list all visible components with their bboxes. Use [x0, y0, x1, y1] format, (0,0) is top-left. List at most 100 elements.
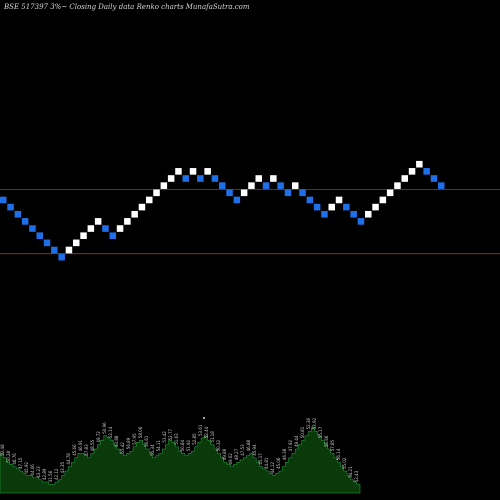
renko-brick-down: [29, 225, 36, 232]
renko-brick-down: [321, 210, 328, 218]
volume-label: 48.76: [12, 453, 17, 465]
renko-brick-down: [262, 182, 270, 189]
volume-label: 48.55: [90, 439, 95, 451]
renko-brick-down: [7, 203, 14, 211]
renko-brick-down: [226, 189, 233, 197]
volume-label: 50.96: [102, 422, 107, 434]
renko-brick-up: [124, 218, 131, 225]
volume-label: 52.43: [354, 470, 359, 482]
renko-brick-up: [167, 175, 175, 182]
renko-brick-up: [335, 196, 343, 204]
volume-label: 58.06: [138, 426, 143, 438]
renko-brick-up: [386, 189, 394, 197]
volume-label: 45.66: [72, 444, 77, 456]
renko-brick-down: [284, 189, 292, 197]
renko-brick-up: [160, 182, 168, 189]
renko-brick-up: [146, 196, 153, 204]
volume-label: 48.27: [234, 448, 239, 460]
volume-label: 55.17: [318, 426, 323, 438]
volume-label: 50.81: [300, 426, 305, 438]
renko-brick-down: [211, 175, 219, 182]
renko-brick-down: [350, 210, 357, 218]
renko-brick-up: [94, 218, 102, 225]
renko-brick-down: [43, 239, 51, 247]
renko-brick-up: [408, 168, 416, 175]
volume-label: 50.28: [6, 450, 11, 462]
renko-brick-up: [328, 203, 335, 211]
volume-label: 46.91: [78, 439, 83, 451]
renko-brick-down: [357, 218, 365, 225]
renko-brick-down: [313, 203, 321, 211]
renko-brick-up: [416, 160, 423, 168]
renko-brick-up: [131, 210, 138, 218]
volume-label: 45.92: [24, 461, 29, 473]
volume-label: 45.06: [276, 457, 281, 469]
volume-label: 49.72: [96, 431, 101, 443]
volume-label: 56.61: [144, 435, 149, 447]
volume-label: 49.86: [222, 448, 227, 460]
volume-label: 49.44: [294, 435, 299, 447]
renko-brick-down: [219, 182, 226, 189]
volume-label: 44.81: [264, 457, 269, 469]
volume-label: 41.56: [48, 470, 53, 482]
volume-label: 56.89: [126, 437, 131, 449]
volume-label: 55.42: [120, 442, 125, 454]
volume-label: 53.42: [162, 431, 167, 443]
volume-label: 51.92: [186, 439, 191, 451]
renko-brick-up: [65, 246, 73, 254]
volume-label: 47.15: [18, 457, 23, 469]
volume-label: 45.17: [258, 453, 263, 465]
renko-brick-up: [138, 203, 146, 211]
renko-brick-down: [197, 175, 204, 182]
renko-brick-up: [365, 210, 372, 218]
volume-label: 53.88: [114, 435, 119, 447]
renko-brick-up: [87, 225, 95, 232]
volume-label: 52.14: [108, 426, 113, 438]
volume-label: 52.48: [0, 444, 5, 456]
renko-brick-down: [109, 232, 116, 239]
renko-brick-up: [189, 168, 197, 175]
volume-label: 50.84: [180, 439, 185, 451]
renko-brick-down: [343, 203, 350, 211]
renko-brick-down: [277, 182, 284, 189]
volume-label: 46.88: [246, 439, 251, 451]
renko-brick-up: [401, 175, 408, 182]
renko-brick-down: [182, 175, 189, 182]
renko-brick-down: [51, 246, 58, 254]
volume-label: 44.78: [66, 453, 71, 465]
resistance-lines: [0, 189, 500, 255]
volume-label: 52.44: [204, 426, 209, 438]
volume-label: 44.12: [270, 461, 275, 473]
renko-brick-down: [0, 196, 7, 204]
volume-label: 57.85: [330, 439, 335, 451]
volume-label: 45.94: [252, 444, 257, 456]
renko-brick-down: [58, 253, 65, 261]
volume-label: 54.21: [348, 466, 353, 478]
renko-brick-up: [372, 203, 379, 211]
volume-label: 51.63: [174, 433, 179, 445]
volume-label: 52.85: [192, 433, 197, 445]
renko-brick-up: [379, 196, 387, 204]
renko-brick-up: [394, 182, 401, 189]
renko-brick-up: [292, 182, 299, 189]
renko-brick-down: [423, 168, 430, 175]
volume-marker-dot: [203, 417, 205, 419]
volume-label: 43.23: [36, 466, 41, 478]
renko-brick-down: [306, 196, 314, 204]
volume-label: 52.77: [168, 428, 173, 440]
renko-bricks: [0, 160, 445, 261]
renko-brick-up: [73, 239, 80, 247]
volume-label: 50.32: [216, 439, 221, 451]
renko-brick-up: [153, 189, 160, 197]
renko-brick-up: [175, 168, 182, 175]
renko-brick-up: [80, 232, 87, 239]
renko-brick-up: [248, 182, 255, 189]
renko-brick-down: [102, 225, 109, 232]
renko-brick-up: [204, 168, 211, 175]
volume-label: 42.12: [54, 468, 59, 480]
renko-brick-up: [116, 225, 124, 232]
volume-label: 43.35: [60, 461, 65, 473]
